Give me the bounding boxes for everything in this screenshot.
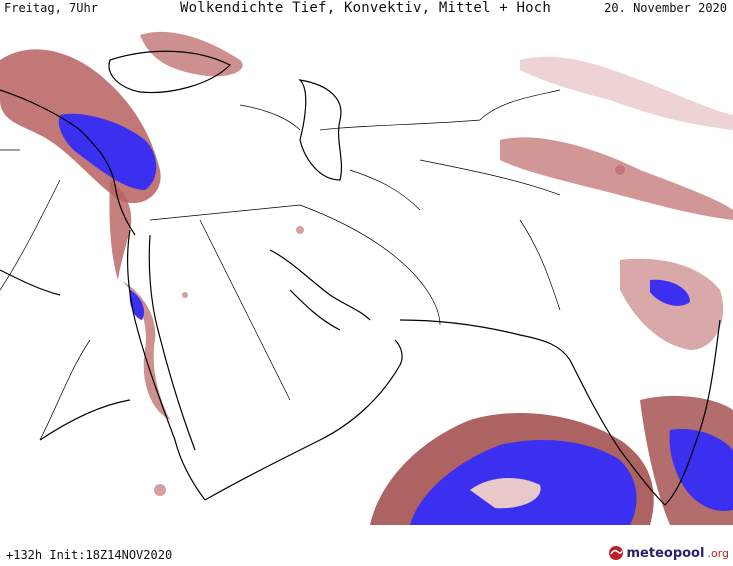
forecast-date: 20. November 2020 <box>604 1 727 15</box>
cloud-layer <box>0 31 733 525</box>
map-title: Wolkendichte Tief, Konvektiv, Mittel + H… <box>180 0 552 16</box>
logo-globe-icon <box>608 546 623 560</box>
forecast-day-time: Freitag, 7Uhr <box>4 1 98 15</box>
logo-tld: .org <box>707 546 729 560</box>
meteopool-logo[interactable]: meteopool .org <box>608 545 729 561</box>
logo-name: meteopool <box>626 545 705 561</box>
run-info: +132h Init:18Z14NOV2020 <box>6 548 173 562</box>
cloud-density-map <box>0 20 733 525</box>
coastlines-and-borders <box>0 50 721 506</box>
